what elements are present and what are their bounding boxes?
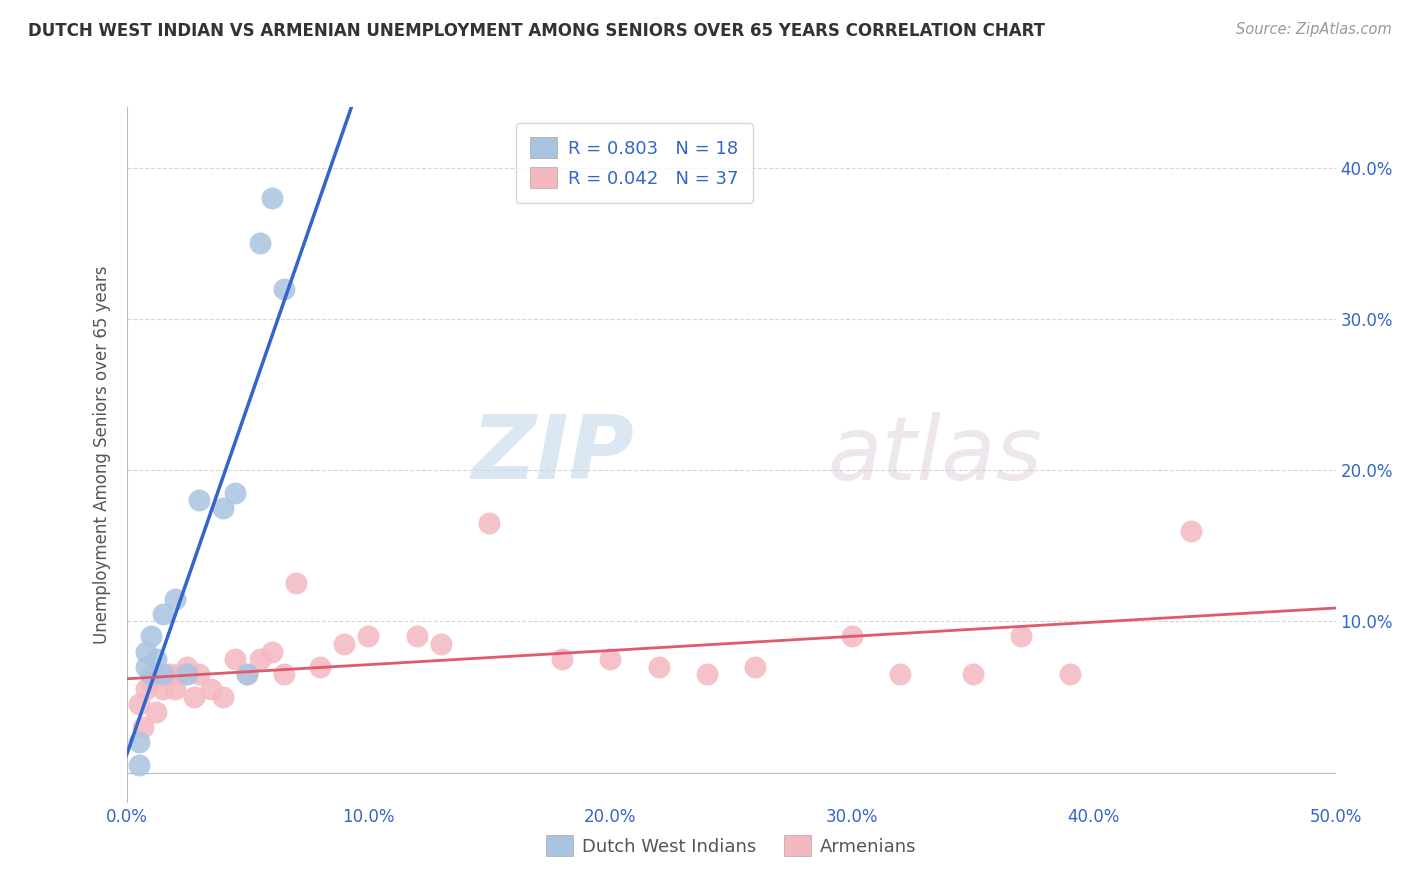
Point: [163, 682, 186, 697]
Text: ZIP: ZIP: [471, 411, 634, 499]
Point: [128, 735, 150, 749]
Point: [212, 690, 235, 704]
Point: [169, 667, 191, 681]
Point: [188, 667, 211, 681]
Point: [152, 667, 174, 681]
Point: [357, 629, 380, 643]
Point: [132, 720, 155, 734]
Point: [284, 576, 307, 591]
Point: [333, 637, 356, 651]
Point: [962, 667, 984, 681]
Point: [889, 667, 911, 681]
Text: atlas: atlas: [828, 412, 1043, 498]
Point: [841, 629, 863, 643]
Point: [260, 191, 283, 205]
Point: [551, 652, 574, 666]
Point: [260, 644, 283, 658]
Point: [696, 667, 718, 681]
Point: [309, 659, 332, 673]
Point: [430, 637, 453, 651]
Point: [273, 281, 295, 295]
Point: [139, 667, 162, 681]
Point: [163, 591, 186, 606]
Point: [145, 652, 167, 666]
Point: [405, 629, 427, 643]
Point: [152, 607, 174, 621]
Point: [135, 682, 157, 697]
Point: [224, 485, 246, 500]
Point: [139, 674, 162, 689]
Point: [145, 705, 167, 719]
Y-axis label: Unemployment Among Seniors over 65 years: Unemployment Among Seniors over 65 years: [93, 266, 111, 644]
Point: [188, 493, 211, 508]
Legend: Dutch West Indians, Armenians: Dutch West Indians, Armenians: [538, 828, 924, 863]
Point: [236, 667, 259, 681]
Point: [1059, 667, 1081, 681]
Point: [135, 659, 157, 673]
Point: [183, 690, 205, 704]
Point: [249, 652, 271, 666]
Point: [478, 516, 501, 530]
Point: [176, 659, 198, 673]
Point: [599, 652, 621, 666]
Point: [647, 659, 669, 673]
Point: [273, 667, 295, 681]
Point: [200, 682, 222, 697]
Point: [135, 644, 157, 658]
Point: [212, 500, 235, 515]
Point: [249, 236, 271, 251]
Point: [176, 667, 198, 681]
Point: [224, 652, 246, 666]
Text: Source: ZipAtlas.com: Source: ZipAtlas.com: [1236, 22, 1392, 37]
Point: [128, 698, 150, 712]
Point: [1180, 524, 1202, 538]
Point: [236, 667, 259, 681]
Point: [744, 659, 766, 673]
Point: [152, 682, 174, 697]
Text: DUTCH WEST INDIAN VS ARMENIAN UNEMPLOYMENT AMONG SENIORS OVER 65 YEARS CORRELATI: DUTCH WEST INDIAN VS ARMENIAN UNEMPLOYME…: [28, 22, 1045, 40]
Point: [139, 629, 162, 643]
Point: [1010, 629, 1032, 643]
Point: [128, 758, 150, 772]
Point: [159, 667, 181, 681]
